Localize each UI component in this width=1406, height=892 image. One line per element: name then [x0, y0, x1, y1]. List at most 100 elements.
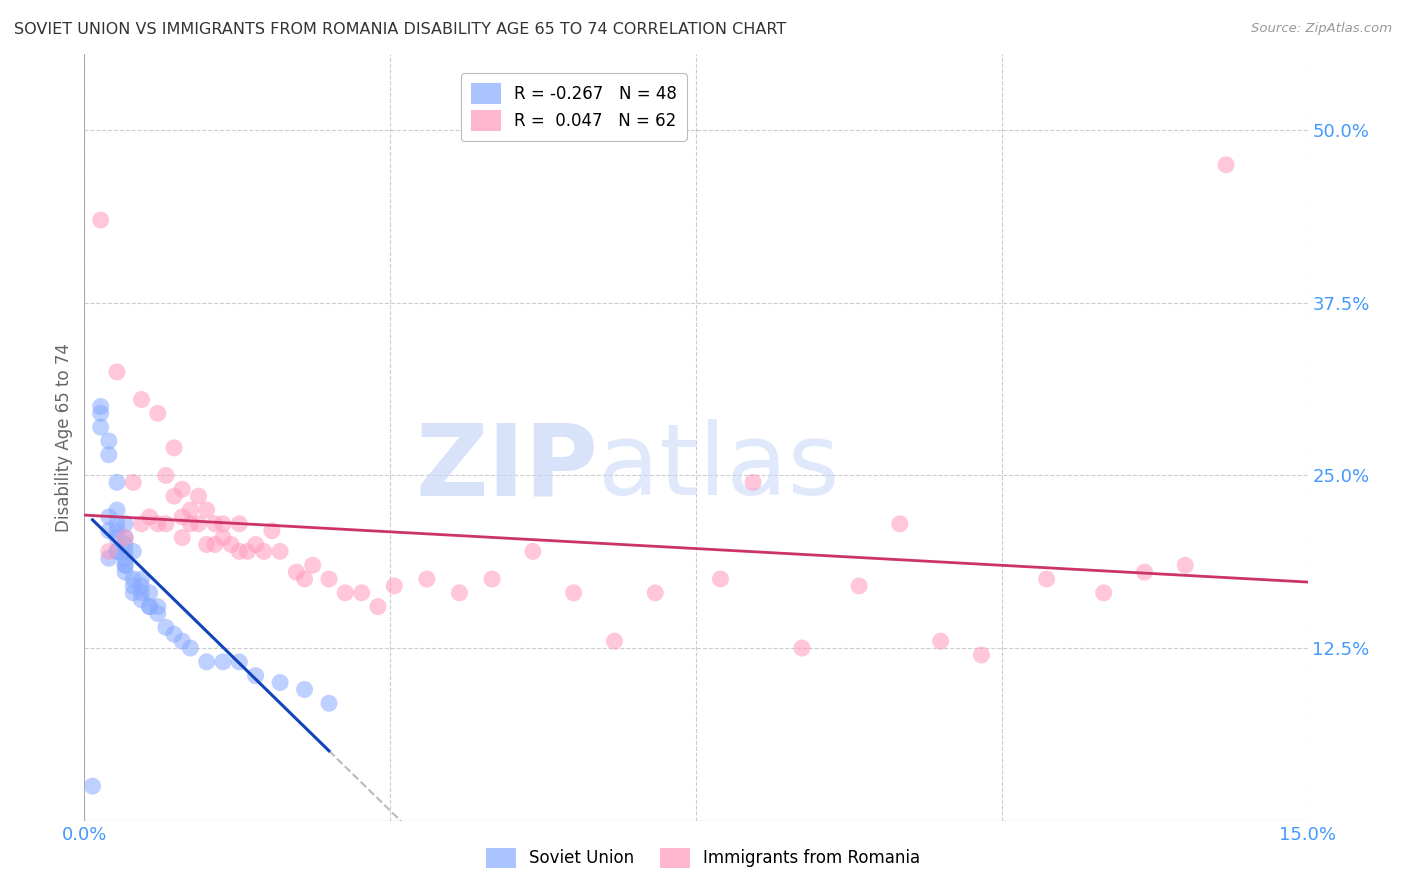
Point: [187, 516, 209, 531]
Point: [212, 655, 235, 669]
Point: [260, 524, 283, 538]
Point: [105, 544, 128, 558]
Point: [131, 586, 153, 600]
Point: [236, 544, 259, 558]
Point: [929, 634, 952, 648]
Point: [131, 392, 153, 407]
Point: [318, 572, 340, 586]
Point: [138, 586, 160, 600]
Point: [90, 213, 112, 227]
Point: [416, 572, 439, 586]
Point: [146, 599, 169, 614]
Point: [82, 779, 104, 793]
Point: [204, 537, 226, 551]
Point: [1133, 565, 1156, 579]
Point: [97, 524, 120, 538]
Point: [138, 599, 160, 614]
Point: [114, 551, 136, 566]
Point: [90, 400, 112, 414]
Point: [742, 475, 765, 490]
Point: [114, 531, 136, 545]
Point: [163, 627, 186, 641]
Point: [335, 586, 357, 600]
Point: [179, 641, 201, 656]
Point: [603, 634, 626, 648]
Point: [163, 489, 186, 503]
Point: [644, 586, 666, 600]
Point: [172, 483, 194, 497]
Point: [105, 365, 128, 379]
Point: [155, 620, 177, 634]
Point: [97, 448, 120, 462]
Point: [105, 531, 128, 545]
Point: [138, 599, 160, 614]
Point: [172, 509, 194, 524]
Point: [90, 420, 112, 434]
Point: [179, 516, 201, 531]
Point: [179, 503, 201, 517]
Point: [114, 516, 136, 531]
Point: [114, 565, 136, 579]
Point: [131, 572, 153, 586]
Point: [131, 516, 153, 531]
Point: [97, 434, 120, 448]
Point: [105, 503, 128, 517]
Point: [146, 607, 169, 621]
Point: [481, 572, 503, 586]
Point: [97, 544, 120, 558]
Legend: Soviet Union, Immigrants from Romania: Soviet Union, Immigrants from Romania: [479, 841, 927, 875]
Point: [114, 531, 136, 545]
Point: [1215, 158, 1237, 172]
Point: [1174, 558, 1197, 573]
Point: [848, 579, 870, 593]
Point: [122, 579, 145, 593]
Point: [212, 516, 235, 531]
Point: [245, 537, 267, 551]
Point: [294, 682, 316, 697]
Point: [90, 406, 112, 420]
Point: [318, 696, 340, 710]
Point: [1092, 586, 1115, 600]
Point: [163, 441, 186, 455]
Point: [138, 509, 160, 524]
Point: [195, 537, 218, 551]
Point: [122, 544, 145, 558]
Text: Source: ZipAtlas.com: Source: ZipAtlas.com: [1251, 22, 1392, 36]
Point: [219, 537, 242, 551]
Point: [228, 655, 250, 669]
Point: [285, 565, 308, 579]
Point: [204, 516, 226, 531]
Point: [114, 558, 136, 573]
Point: [269, 544, 291, 558]
Point: [228, 544, 250, 558]
Point: [105, 516, 128, 531]
Point: [122, 586, 145, 600]
Point: [122, 475, 145, 490]
Point: [562, 586, 585, 600]
Legend: R = -0.267   N = 48, R =  0.047   N = 62: R = -0.267 N = 48, R = 0.047 N = 62: [461, 73, 686, 141]
Point: [228, 516, 250, 531]
Point: [187, 489, 209, 503]
Point: [114, 537, 136, 551]
Point: [97, 551, 120, 566]
Point: [449, 586, 471, 600]
Point: [294, 572, 316, 586]
Point: [253, 544, 276, 558]
Point: [350, 586, 373, 600]
Point: [105, 524, 128, 538]
Point: [172, 634, 194, 648]
Point: [155, 468, 177, 483]
Point: [155, 516, 177, 531]
Y-axis label: Disability Age 65 to 74: Disability Age 65 to 74: [55, 343, 73, 532]
Point: [114, 558, 136, 573]
Text: ZIP: ZIP: [415, 419, 598, 516]
Point: [367, 599, 389, 614]
Point: [146, 406, 169, 420]
Point: [131, 579, 153, 593]
Point: [114, 544, 136, 558]
Point: [195, 503, 218, 517]
Point: [970, 648, 993, 662]
Point: [301, 558, 323, 573]
Point: [97, 509, 120, 524]
Point: [522, 544, 544, 558]
